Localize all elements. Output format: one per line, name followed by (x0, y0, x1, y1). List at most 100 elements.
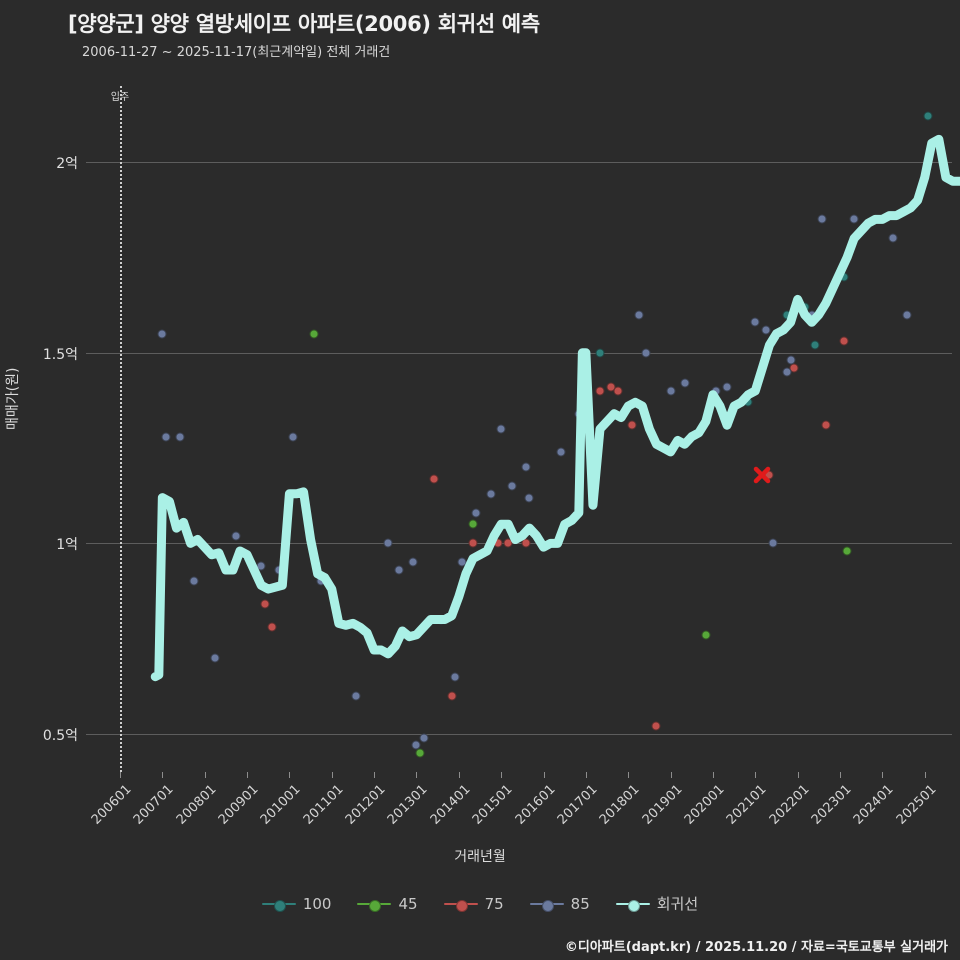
x-tick (543, 772, 545, 778)
x-tick-label: 202301 (808, 782, 855, 828)
scatter-point[interactable] (507, 481, 517, 491)
scatter-point[interactable] (468, 519, 478, 529)
scatter-point[interactable] (521, 538, 531, 548)
y-tick-label: 1.5억 (42, 346, 78, 363)
x-tick (374, 772, 376, 778)
scatter-point[interactable] (411, 740, 421, 750)
scatter-point[interactable] (595, 348, 605, 358)
scatter-point[interactable] (486, 489, 496, 499)
legend-label: 회귀선 (656, 895, 699, 913)
x-axis: 200601 200701 200801 200901 201001 201101 2012… (86, 772, 952, 892)
scatter-point[interactable] (701, 630, 711, 640)
scatter-point[interactable] (408, 557, 418, 567)
scatter-point[interactable] (210, 653, 220, 663)
x-tick (120, 772, 121, 778)
x-tick (712, 772, 714, 778)
scatter-point[interactable] (161, 432, 171, 442)
scatter-point[interactable] (768, 538, 778, 548)
x-tick-label: 201001 (258, 782, 305, 828)
scatter-point[interactable] (634, 310, 644, 320)
legend-item-회귀선[interactable]: 회귀선 (615, 893, 699, 914)
scatter-point[interactable] (761, 325, 771, 335)
scatter-point[interactable] (189, 576, 199, 586)
scatter-point[interactable] (786, 355, 796, 365)
y-axis-labels: 2억 1.5억 1억 0.5억 (0, 86, 86, 772)
legend-item-75[interactable]: 75 (443, 894, 504, 913)
scatter-point[interactable] (722, 382, 732, 392)
scatter-point[interactable] (680, 378, 690, 388)
legend-item-45[interactable]: 45 (357, 895, 418, 913)
scatter-point[interactable] (750, 317, 760, 327)
scatter-point[interactable] (641, 348, 651, 358)
x-tick-label: 201301 (385, 782, 432, 828)
scatter-point[interactable] (496, 424, 506, 434)
x-axis-title: 거래년월 (454, 849, 506, 865)
scatter-point[interactable] (810, 340, 820, 350)
scatter-point[interactable] (351, 691, 361, 701)
gridline (86, 352, 952, 354)
chart-legend: 100 45 75 85 회귀선 (0, 893, 960, 914)
scatter-point[interactable] (521, 462, 531, 472)
scatter-point[interactable] (524, 493, 534, 503)
x-tick (162, 772, 164, 778)
scatter-point[interactable] (468, 538, 478, 548)
scatter-point[interactable] (309, 329, 319, 339)
scatter-point[interactable] (260, 599, 270, 609)
scatter-point[interactable] (267, 622, 277, 632)
page-subtitle: 2006-11-27 ~ 2025-11-17(최근계약일) 전체 거래건 (82, 45, 391, 60)
x-tick-label: 201201 (343, 782, 389, 828)
scatter-point[interactable] (450, 672, 460, 682)
scatter-point[interactable] (782, 367, 792, 377)
x-tick-label: 201801 (597, 782, 643, 828)
scatter-point[interactable] (157, 329, 167, 339)
scatter-point[interactable] (666, 386, 676, 396)
scatter-point[interactable] (627, 420, 637, 430)
scatter-point[interactable] (821, 420, 831, 430)
scatter-point[interactable] (415, 748, 425, 758)
scatter-point[interactable] (923, 111, 933, 121)
scatter-point[interactable] (839, 336, 849, 346)
x-tick-label: 201901 (639, 782, 686, 828)
scatter-point[interactable] (817, 214, 827, 224)
scatter-point[interactable] (842, 546, 852, 556)
scatter-point[interactable] (175, 432, 185, 442)
scatter-point[interactable] (651, 721, 661, 731)
scatter-point[interactable] (888, 233, 898, 243)
x-tick-label: 202501 (893, 782, 940, 828)
scatter-point[interactable] (429, 474, 439, 484)
x-tick (797, 772, 799, 778)
x-tick-label: 202001 (681, 782, 728, 828)
x-tick (585, 772, 587, 778)
x-tick (755, 772, 757, 778)
x-tick (501, 772, 503, 778)
scatter-point[interactable] (447, 691, 457, 701)
scatter-point[interactable] (471, 508, 481, 518)
scatter-point[interactable] (849, 214, 859, 224)
scatter-point[interactable] (613, 386, 623, 396)
scatter-point[interactable] (556, 447, 566, 457)
scatter-point[interactable] (503, 538, 513, 548)
legend-swatch-icon (443, 898, 478, 912)
x-tick (670, 772, 672, 778)
x-tick (204, 772, 206, 778)
x-tick-label: 201501 (470, 782, 516, 828)
scatter-point[interactable] (595, 386, 605, 396)
legend-item-85[interactable]: 85 (529, 895, 590, 913)
move-in-label: 입주 (110, 92, 130, 103)
scatter-point[interactable] (383, 538, 393, 548)
legend-swatch-icon (261, 898, 296, 912)
highlighted-transaction-marker[interactable] (753, 466, 771, 488)
x-tick-label: 201401 (427, 782, 474, 828)
x-tick-label: 200801 (173, 782, 220, 828)
x-tick-label: 200601 (88, 782, 135, 828)
legend-swatch-icon (357, 898, 392, 912)
legend-label: 75 (484, 894, 504, 913)
scatter-point[interactable] (419, 733, 429, 743)
scatter-point[interactable] (288, 432, 298, 442)
scatter-point[interactable] (902, 310, 912, 320)
scatter-point[interactable] (394, 565, 404, 575)
x-tick-label: 200701 (131, 782, 177, 828)
x-tick-label: 202101 (724, 782, 770, 828)
scatter-point[interactable] (231, 531, 241, 541)
legend-item-100[interactable]: 100 (261, 895, 331, 913)
